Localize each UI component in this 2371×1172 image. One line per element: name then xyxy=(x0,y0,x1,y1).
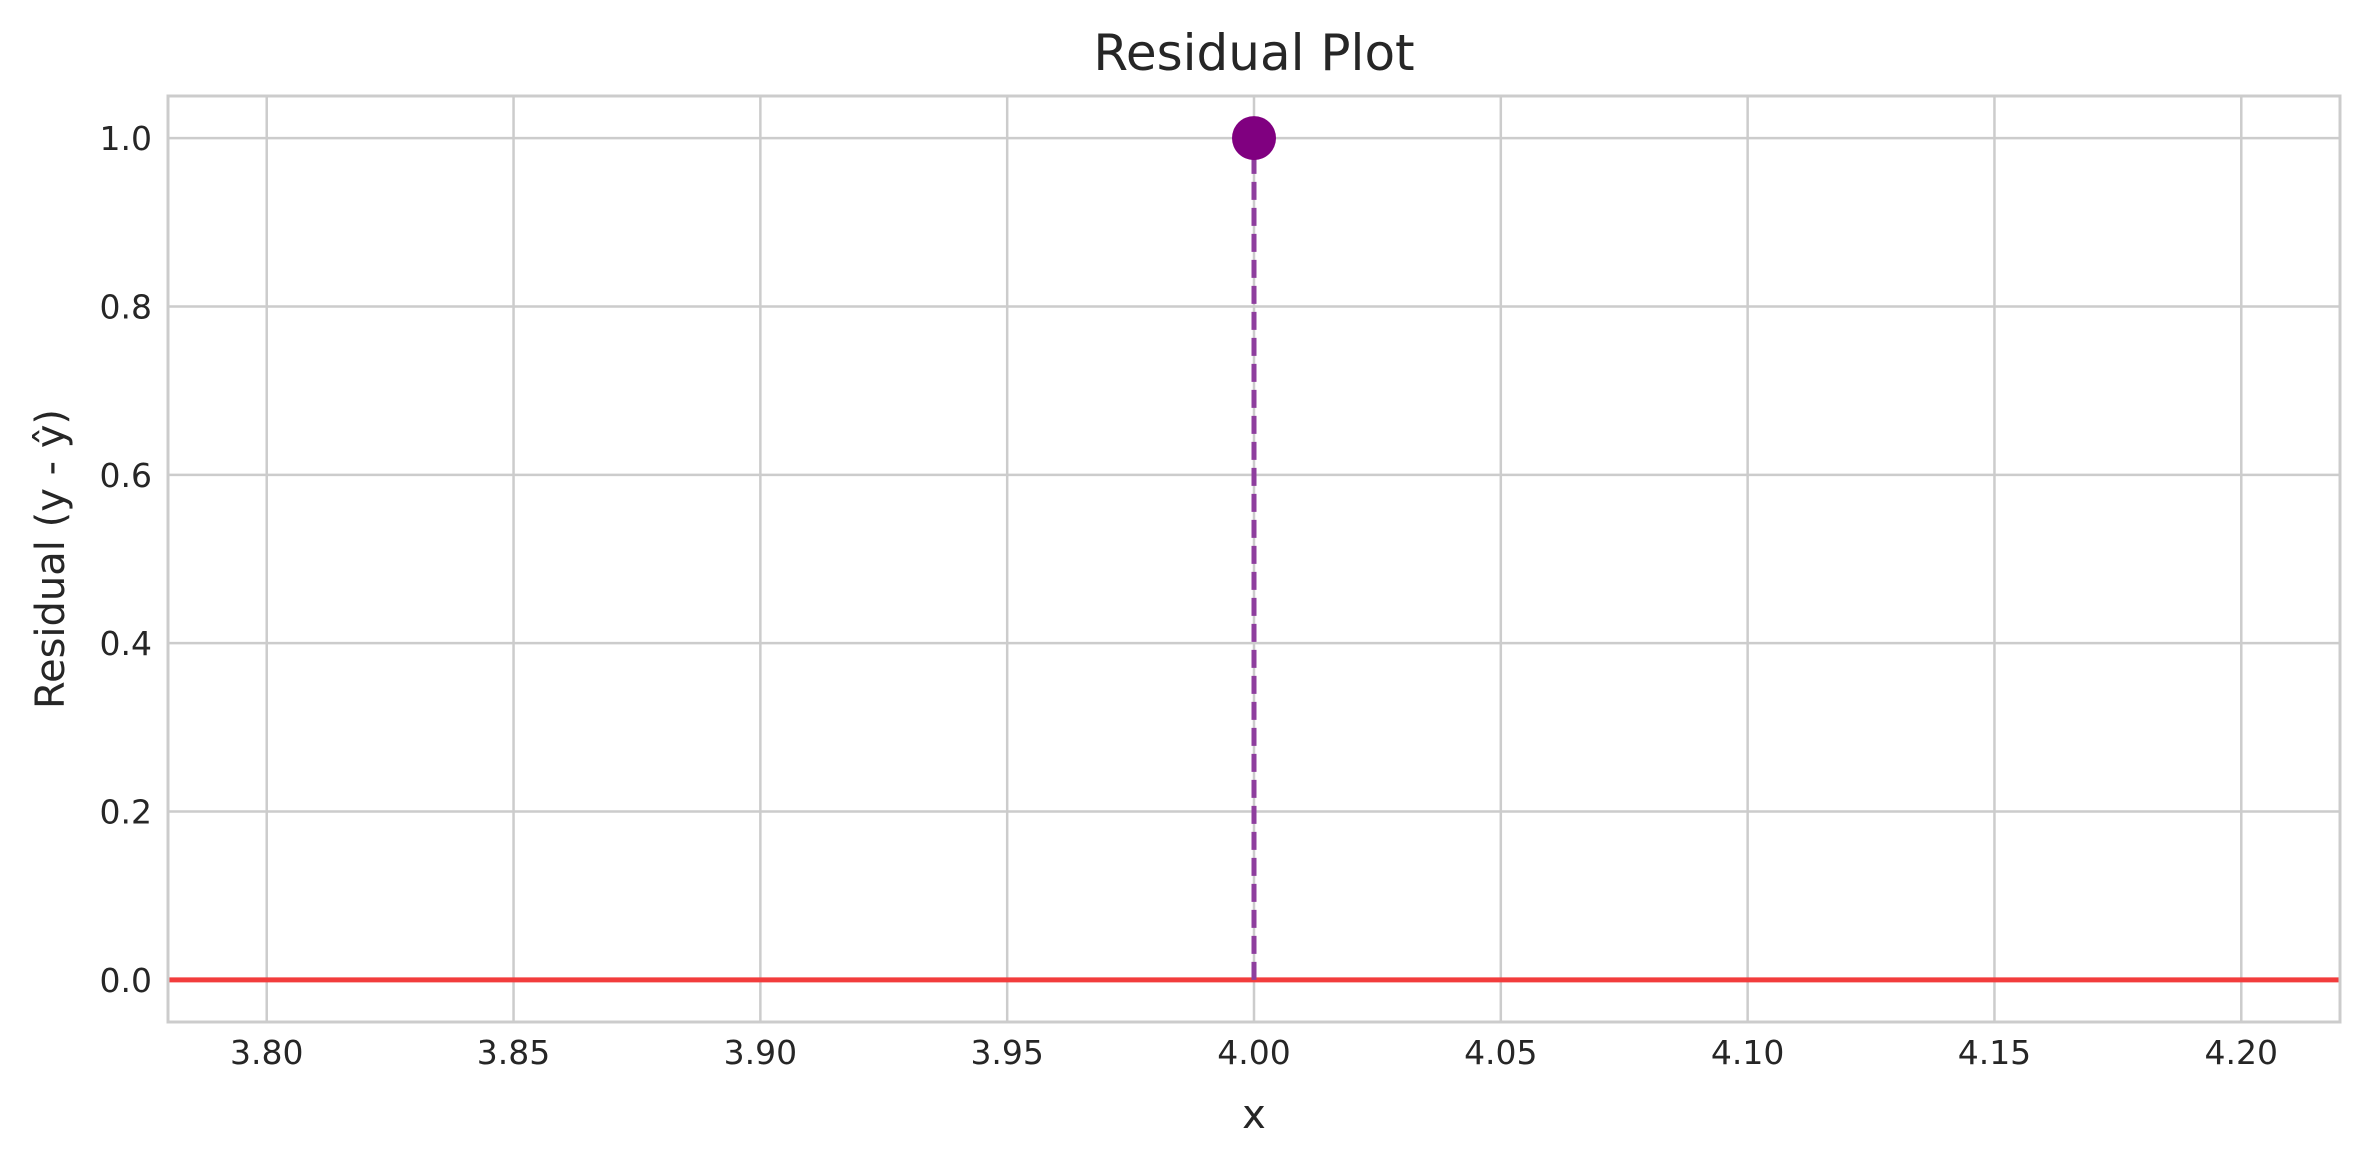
x-tick-label: 3.80 xyxy=(230,1033,303,1072)
y-tick-label: 0.0 xyxy=(100,961,152,1000)
x-tick-label: 3.95 xyxy=(970,1033,1043,1072)
x-tick-label: 4.00 xyxy=(1217,1033,1290,1072)
residual-point xyxy=(1232,116,1276,161)
x-tick-label: 4.10 xyxy=(1711,1033,1784,1072)
x-tick-label: 3.85 xyxy=(477,1033,550,1072)
plot-frame xyxy=(166,94,2342,1024)
chart-title: Residual Plot xyxy=(1093,24,1414,82)
x-tick-label: 4.20 xyxy=(2205,1033,2278,1072)
y-tick-label: 0.2 xyxy=(100,793,152,832)
y-axis-label: Residual (y - ŷ) xyxy=(28,409,74,709)
y-tick-label: 0.6 xyxy=(100,456,152,495)
x-axis-label: x xyxy=(1242,1092,1266,1138)
x-tick-label: 3.90 xyxy=(724,1033,797,1072)
x-tick-label: 4.15 xyxy=(1958,1033,2031,1072)
x-tick-label: 4.05 xyxy=(1464,1033,1537,1072)
y-tick-label: 0.8 xyxy=(100,287,152,326)
data-layer xyxy=(168,116,2340,983)
y-tick-label: 0.4 xyxy=(100,624,152,663)
y-tick-label: 1.0 xyxy=(100,119,152,158)
tick-layer: 3.80 3.85 3.90 3.95 4.00 4.05 4.10 4.15 4.20 0.0 0… xyxy=(100,119,2278,1072)
